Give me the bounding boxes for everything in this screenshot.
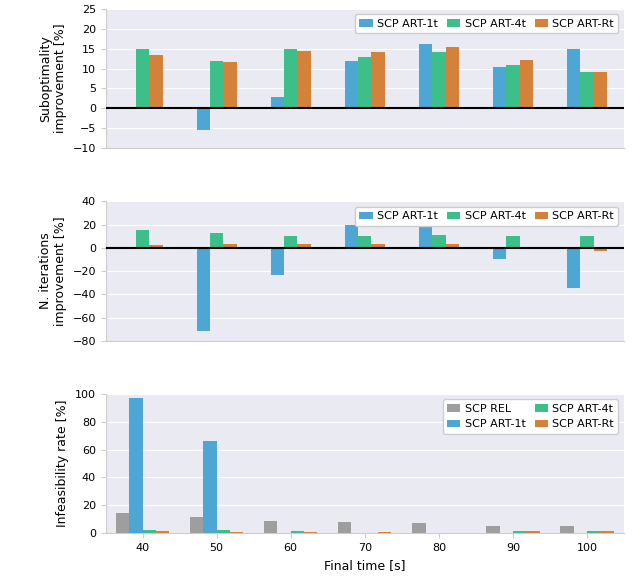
Bar — [560, 526, 573, 533]
Bar — [513, 531, 526, 533]
Y-axis label: Infeasibility rate [%]: Infeasibility rate [%] — [56, 400, 69, 527]
Y-axis label: N. iterations
improvement [%]: N. iterations improvement [%] — [39, 216, 67, 326]
Bar — [143, 530, 156, 533]
Bar — [210, 233, 223, 248]
Bar — [493, 248, 506, 260]
Bar — [156, 531, 170, 533]
Bar — [432, 235, 445, 248]
Bar — [412, 523, 426, 533]
Bar — [136, 230, 149, 248]
Bar — [371, 52, 385, 108]
Bar — [432, 52, 445, 108]
Bar — [149, 55, 163, 108]
Bar — [594, 72, 607, 108]
Bar — [298, 50, 311, 108]
Bar — [264, 521, 277, 533]
Bar — [223, 62, 237, 108]
Bar — [567, 49, 580, 108]
Bar — [580, 71, 594, 108]
Bar — [445, 244, 459, 248]
Bar — [567, 248, 580, 288]
Bar — [520, 60, 533, 108]
Bar — [284, 49, 298, 108]
Bar — [526, 531, 540, 533]
Bar — [149, 245, 163, 248]
Bar — [419, 227, 432, 248]
Bar — [190, 517, 204, 533]
Bar — [210, 60, 223, 108]
Y-axis label: Suboptimality
improvement [%]: Suboptimality improvement [%] — [39, 23, 67, 134]
Bar — [600, 531, 614, 533]
X-axis label: Final time [s]: Final time [s] — [324, 558, 406, 571]
Bar — [580, 236, 594, 248]
Bar — [196, 248, 210, 332]
Bar — [594, 248, 607, 251]
Bar — [493, 67, 506, 108]
Bar — [345, 224, 358, 248]
Bar — [230, 532, 243, 533]
Bar — [223, 244, 237, 248]
Bar — [304, 532, 317, 533]
Bar — [445, 47, 459, 108]
Bar — [116, 513, 129, 533]
Bar — [204, 441, 217, 533]
Legend: SCP ART-1t, SCP ART-4t, SCP ART-Rt: SCP ART-1t, SCP ART-4t, SCP ART-Rt — [355, 14, 618, 33]
Bar — [291, 531, 304, 533]
Bar — [284, 236, 298, 248]
Bar — [136, 49, 149, 108]
Bar — [371, 244, 385, 248]
Bar — [506, 64, 520, 108]
Bar — [378, 532, 392, 533]
Bar — [196, 108, 210, 130]
Legend: SCP REL, SCP ART-1t, SCP ART-4t, SCP ART-Rt: SCP REL, SCP ART-1t, SCP ART-4t, SCP ART… — [443, 399, 618, 434]
Bar — [345, 60, 358, 108]
Bar — [217, 530, 230, 533]
Bar — [358, 236, 371, 248]
Bar — [358, 57, 371, 108]
Bar — [271, 97, 284, 108]
Bar — [298, 244, 311, 248]
Bar — [486, 526, 500, 533]
Legend: SCP ART-1t, SCP ART-4t, SCP ART-Rt: SCP ART-1t, SCP ART-4t, SCP ART-Rt — [355, 207, 618, 226]
Bar — [587, 531, 600, 533]
Bar — [271, 248, 284, 274]
Bar — [419, 44, 432, 108]
Bar — [506, 236, 520, 248]
Bar — [129, 398, 143, 533]
Bar — [338, 522, 351, 533]
